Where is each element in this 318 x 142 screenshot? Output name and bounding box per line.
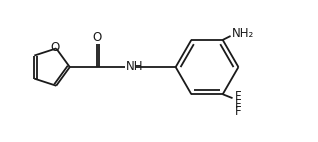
Text: F: F	[234, 105, 241, 118]
Text: O: O	[51, 41, 60, 54]
Text: NH₂: NH₂	[232, 27, 254, 39]
Text: O: O	[93, 31, 102, 44]
Text: NH: NH	[126, 60, 143, 73]
Text: F: F	[234, 90, 241, 103]
Text: F: F	[234, 98, 241, 111]
